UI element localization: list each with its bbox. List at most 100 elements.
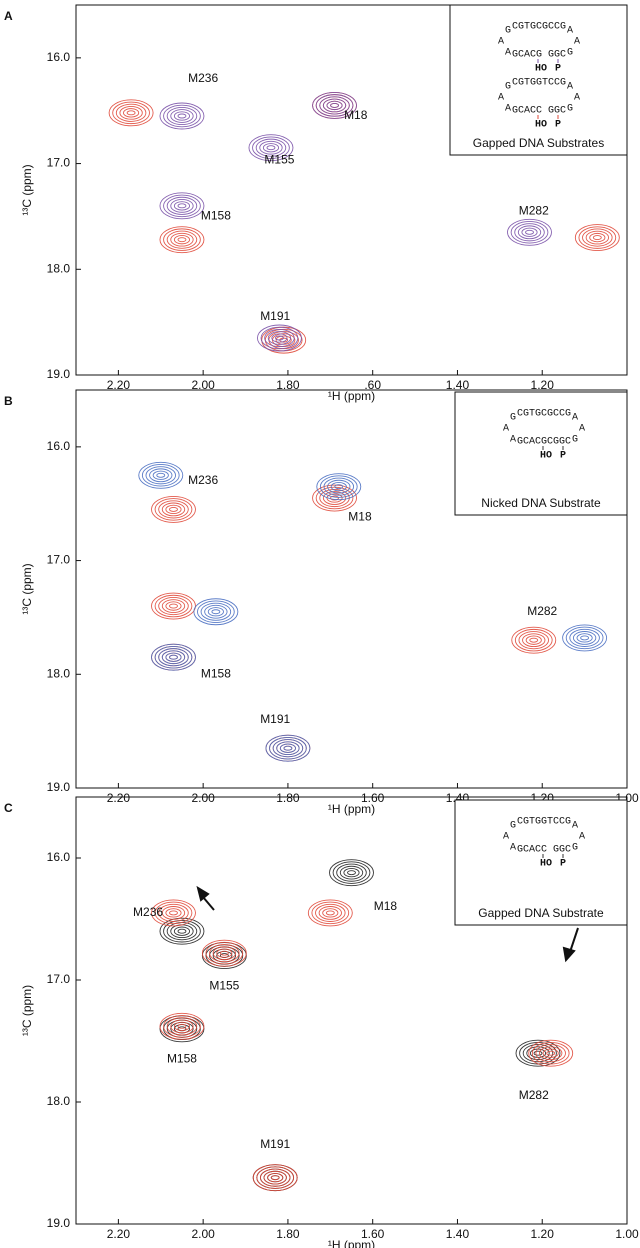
peak-ring: [204, 604, 228, 619]
peak-ring: [262, 143, 280, 153]
peak-ring: [514, 223, 545, 242]
peak-ring: [165, 601, 182, 611]
peak-ring: [149, 468, 173, 483]
peak-ring: [156, 472, 166, 478]
peak: [528, 1039, 574, 1067]
peak-ring: [514, 628, 553, 652]
peak-label: M158: [167, 1051, 197, 1065]
peak-contour: [159, 1012, 205, 1040]
peak: [248, 134, 294, 162]
hairpin-end: P: [555, 64, 561, 75]
peak-ring: [255, 138, 287, 157]
peak-ring: [169, 603, 178, 609]
arrows: [196, 885, 579, 963]
inset-caption: Gapped DNA Substrates: [473, 136, 604, 150]
peak-ring: [323, 477, 355, 496]
hairpin-right: G: [572, 843, 578, 854]
peak-contour: [265, 734, 311, 762]
peak-contour: [151, 495, 196, 523]
peak-ring: [177, 113, 187, 119]
peak: [574, 224, 620, 252]
panel: C 2.20 2.00 1.80 1.60 1.40 1.20 1.00 16.0 17.0 18.…: [4, 796, 639, 1248]
peak-label: M282: [519, 1088, 549, 1102]
peak-contour: [252, 1164, 298, 1192]
peak-ring: [154, 498, 193, 521]
peak-ring: [326, 100, 343, 111]
y-tick-label: 18.0: [47, 666, 71, 680]
peak-ring: [263, 1170, 287, 1185]
peak: [159, 226, 205, 254]
y-tick-label: 19.0: [47, 367, 71, 381]
peak-ring: [334, 484, 344, 490]
peak: [562, 624, 608, 652]
peak-ring: [166, 106, 198, 126]
peak-ring: [163, 194, 201, 218]
peak-ring: [170, 232, 194, 247]
y-axis-label: ¹³C (ppm): [20, 563, 34, 614]
peak-ring: [319, 475, 358, 498]
peak-ring: [327, 479, 351, 494]
peak-label: M191: [260, 1137, 290, 1151]
peak-contour: [201, 939, 247, 967]
peak-ring: [154, 901, 193, 925]
peak-label: M282: [519, 203, 549, 217]
peak-ring: [521, 227, 538, 237]
x-tick-label: 1.60: [361, 1227, 385, 1241]
inset-frame: [454, 799, 628, 926]
peak-ring: [276, 741, 300, 756]
y-tick-label: 17.0: [47, 972, 71, 986]
peak-contour: [151, 643, 196, 671]
y-tick-label: 19.0: [47, 780, 71, 794]
y-tick-label: 16.0: [47, 439, 71, 453]
peak-ring: [578, 226, 617, 249]
peak-ring: [216, 948, 233, 958]
peak-contour: [329, 859, 374, 887]
peak-ring: [569, 628, 600, 647]
hairpin-left: A: [503, 832, 509, 843]
peak-ring: [158, 500, 189, 519]
peak-ring: [274, 335, 284, 341]
hairpin-bottom: GCACC GGC: [512, 106, 566, 117]
peak: [193, 598, 239, 626]
peak-ring: [123, 108, 140, 118]
x-axis-label: ¹H (ppm): [328, 1238, 375, 1248]
peak-ring: [589, 232, 606, 243]
arrow-head: [562, 946, 576, 963]
peak-ring: [322, 491, 347, 505]
hairpin-left: A: [498, 37, 504, 48]
peak-ring: [169, 506, 178, 512]
peak-contour: [528, 1039, 574, 1067]
x-tick-label: 2.20: [107, 791, 131, 805]
peak-contour: [507, 218, 552, 246]
peak-ring: [272, 739, 304, 758]
peak-contour: [151, 899, 196, 927]
peak-ring: [330, 102, 339, 108]
peak-label: M282: [527, 604, 557, 618]
x-tick-label: 1.60: [361, 791, 385, 805]
peak-ring: [279, 743, 296, 753]
peak-ring: [339, 865, 364, 880]
peak-ring: [166, 196, 198, 215]
x-tick-label: 1.80: [276, 378, 300, 392]
hairpin-right: G: [567, 48, 573, 59]
peak-contour: [312, 484, 357, 512]
peak-ring: [542, 1048, 559, 1058]
arrow-head: [196, 885, 210, 902]
peak-contour: [193, 598, 239, 626]
peak-ring: [165, 652, 182, 662]
peak-ring: [535, 1044, 566, 1063]
peak-ring: [112, 101, 150, 125]
peak-ring: [166, 1017, 198, 1036]
x-tick-label: 1.00: [615, 1227, 639, 1241]
peak-label: M191: [260, 309, 290, 323]
peak: [312, 91, 357, 119]
peak-ring: [177, 928, 187, 934]
peak-contour: [256, 324, 302, 352]
hairpin-end: HO: [535, 64, 547, 75]
hairpin-right: A: [567, 82, 573, 93]
peak-ring: [161, 599, 186, 613]
peak-ring: [522, 1044, 554, 1063]
peak-ring: [525, 635, 542, 645]
peak-ring: [332, 861, 371, 884]
